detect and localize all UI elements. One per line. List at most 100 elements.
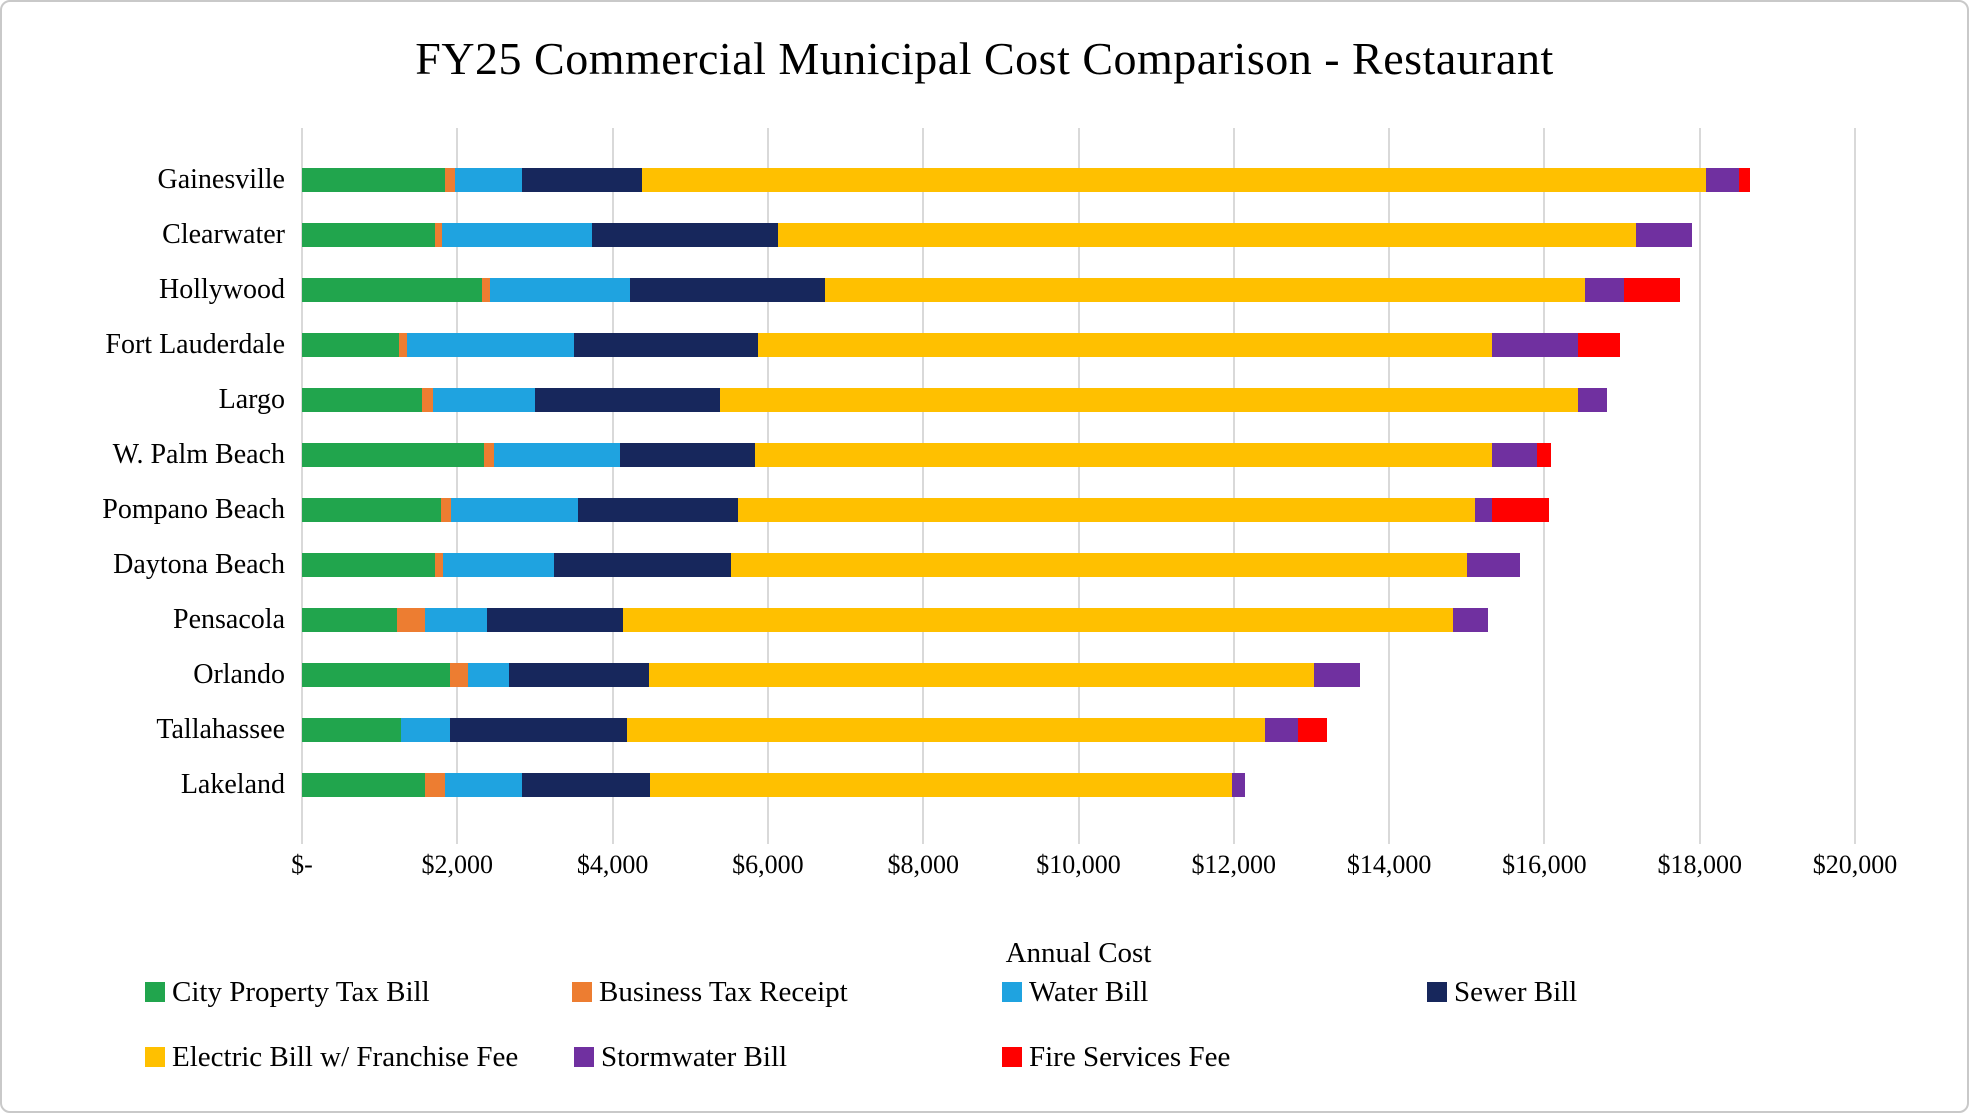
- bar-row: [302, 497, 1855, 522]
- bar-segment: [757, 332, 1492, 357]
- bar-segment: [629, 277, 825, 302]
- category-label: W. Palm Beach: [112, 438, 285, 470]
- category-label: Daytona Beach: [113, 548, 285, 580]
- legend-label: Sewer Bill: [1454, 976, 1578, 1008]
- chart-title: FY25 Commercial Municipal Cost Compariso…: [415, 33, 1554, 84]
- legend-item: City Property Tax Bill: [145, 976, 430, 1008]
- legend-label: Stormwater Bill: [601, 1041, 788, 1073]
- legend-swatch: [572, 982, 592, 1002]
- bar-segment: [521, 772, 650, 797]
- category-label: Orlando: [193, 658, 285, 690]
- bar-segment: [302, 332, 400, 357]
- bar-row: [302, 662, 1855, 687]
- bar-segment: [444, 772, 522, 797]
- bar-segment: [1623, 277, 1680, 302]
- bar-segment: [1739, 167, 1751, 192]
- bar-segment: [591, 222, 778, 247]
- bar-segment: [450, 717, 627, 742]
- bar-segment: [1452, 607, 1488, 632]
- bar-segment: [396, 607, 426, 632]
- bar-segment: [1264, 717, 1299, 742]
- x-tick-label: $16,000: [1502, 850, 1587, 879]
- bar-segment: [1536, 442, 1552, 467]
- bar-segment: [508, 662, 650, 687]
- bar-segment: [622, 607, 1453, 632]
- bar-segment: [1232, 772, 1245, 797]
- x-tick-label: $2,000: [421, 850, 494, 879]
- category-label: Pensacola: [173, 603, 285, 635]
- legend-swatch: [145, 1047, 165, 1067]
- bar-segment: [302, 277, 483, 302]
- legend-item: Stormwater Bill: [574, 1041, 788, 1073]
- bar-row: [302, 167, 1855, 192]
- legend-item: Electric Bill w/ Franchise Fee: [145, 1041, 519, 1073]
- category-label: Fort Lauderdale: [105, 328, 285, 360]
- bar-segment: [454, 167, 522, 192]
- x-axis-title: Annual Cost: [1005, 937, 1152, 969]
- bar-segment: [554, 552, 732, 577]
- x-tick-label: $6,000: [732, 850, 804, 879]
- bar-segment: [486, 607, 623, 632]
- gridline: [766, 128, 769, 844]
- bar-segment: [434, 222, 442, 247]
- bar-segment: [619, 442, 755, 467]
- legend-label: Electric Bill w/ Franchise Fee: [172, 1041, 519, 1073]
- x-tick-label: $10,000: [1036, 850, 1121, 879]
- bar-segment: [1466, 552, 1521, 577]
- bar-segment: [302, 552, 435, 577]
- bar-segment: [1492, 442, 1537, 467]
- bar-row: [302, 222, 1855, 247]
- gridline: [301, 128, 303, 844]
- bar-segment: [406, 332, 574, 357]
- bar-segment: [1491, 332, 1578, 357]
- bar-segment: [302, 772, 425, 797]
- bar-segment: [649, 662, 1314, 687]
- bar-segment: [1298, 717, 1327, 742]
- bar-segment: [449, 662, 469, 687]
- bar-row: [302, 772, 1855, 797]
- x-tick-label: $20,000: [1812, 850, 1898, 879]
- bar-segment: [444, 167, 455, 192]
- bar-segment: [302, 442, 485, 467]
- legend-item: Fire Services Fee: [1002, 1041, 1231, 1073]
- bar-segment: [573, 332, 758, 357]
- bar-segment: [649, 772, 1233, 797]
- bar-segment: [440, 497, 452, 522]
- bar-segment: [1636, 222, 1692, 247]
- bar-segment: [1492, 497, 1550, 522]
- gridline: [1077, 128, 1080, 844]
- bar-row: [302, 552, 1855, 577]
- gridline: [1854, 128, 1856, 844]
- x-tick-label: $8,000: [887, 850, 959, 879]
- gridline: [922, 128, 925, 844]
- gridline: [611, 128, 614, 844]
- bar-segment: [443, 552, 555, 577]
- x-tick-label: $4,000: [576, 850, 649, 879]
- category-label: Clearwater: [162, 218, 285, 250]
- legend-item: Business Tax Receipt: [572, 978, 848, 1007]
- x-tick-label: $12,000: [1191, 850, 1277, 879]
- legend-swatch: [574, 1047, 594, 1067]
- gridline: [1232, 128, 1235, 844]
- bar-row: [302, 277, 1855, 302]
- category-label: Largo: [218, 383, 285, 415]
- x-tick-label: $-: [291, 850, 313, 879]
- bar-segment: [737, 497, 1476, 522]
- bar-segment: [1705, 167, 1740, 192]
- bar-segment: [302, 607, 397, 632]
- category-label: Pompano Beach: [102, 493, 285, 525]
- category-label: Hollywood: [159, 273, 285, 305]
- bar-segment: [626, 717, 1265, 742]
- bar-segment: [468, 662, 509, 687]
- bar-segment: [424, 772, 445, 797]
- bar-segment: [302, 222, 435, 247]
- legend-label: City Property Tax Bill: [172, 976, 430, 1008]
- bar-row: [302, 607, 1855, 632]
- legend-label: Fire Services Fee: [1029, 1041, 1231, 1073]
- bar-segment: [1577, 387, 1607, 412]
- x-tick-label: $14,000: [1346, 850, 1432, 879]
- bar-segment: [484, 442, 494, 467]
- legend-swatch: [1002, 1047, 1022, 1067]
- bar-segment: [1577, 332, 1620, 357]
